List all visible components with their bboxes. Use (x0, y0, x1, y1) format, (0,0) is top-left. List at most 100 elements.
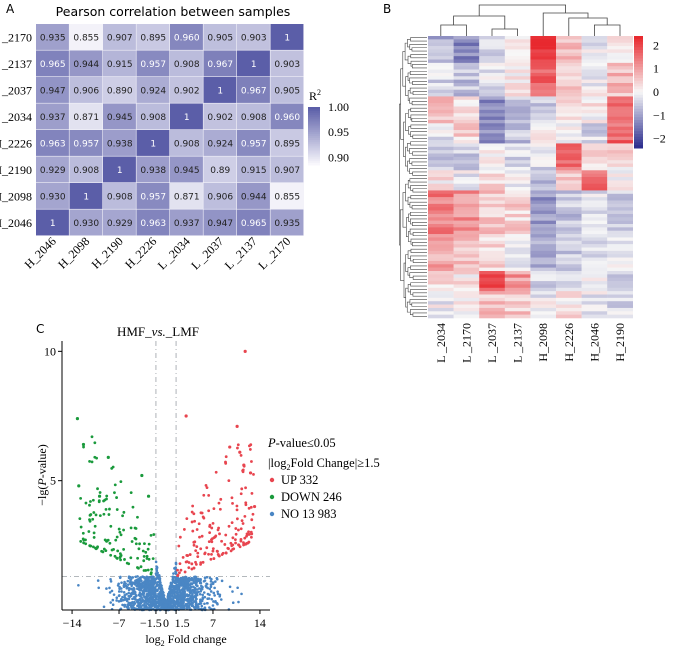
expression-cell (479, 133, 505, 138)
expression-cell (453, 210, 480, 215)
point-down (134, 527, 138, 530)
point-no (201, 596, 205, 599)
point-up (217, 501, 221, 505)
expression-cell (479, 257, 505, 262)
point-no (168, 605, 171, 608)
corr-cell-value: 0.855 (73, 33, 99, 43)
dendrogram-branch (412, 275, 427, 280)
point-down (108, 507, 111, 511)
corr-cell-value: 0.924 (207, 139, 233, 149)
point-down (133, 536, 137, 540)
expression-col-label: H_2190 (613, 323, 627, 362)
expression-cell (479, 52, 505, 57)
point-no (236, 586, 239, 590)
expression-cell (607, 230, 633, 235)
expression-cell (530, 126, 557, 131)
corr-cell (103, 130, 136, 156)
point-up (228, 445, 232, 449)
point-no (127, 591, 131, 595)
point-up (244, 542, 248, 546)
point-no (138, 581, 141, 585)
point-down (78, 517, 82, 520)
point-up (201, 515, 205, 519)
point-no (126, 579, 130, 583)
point-no (191, 604, 195, 608)
point-down (109, 553, 113, 557)
expression-legend-bar (634, 122, 643, 127)
expression-cell (453, 311, 480, 315)
corr-cell (170, 209, 203, 236)
point-no (123, 596, 127, 599)
dendrogram-branch (410, 265, 427, 270)
dendrogram-branch (412, 188, 427, 193)
expression-cell (581, 133, 608, 138)
expression-cell (581, 119, 608, 124)
expression-cell (428, 260, 454, 265)
expression-cell (556, 83, 582, 87)
point-no (148, 575, 151, 579)
point-up (184, 560, 188, 564)
expression-cell (428, 106, 454, 111)
expression-cell (556, 96, 582, 101)
expression-cell (504, 36, 531, 40)
expression-cell (479, 140, 505, 144)
expression-cell (479, 220, 505, 225)
expression-cell (581, 89, 608, 94)
expression-col-label: H_2046 (587, 323, 601, 362)
expression-cell (428, 119, 454, 124)
point-no (112, 593, 116, 596)
corr-legend: R2 1.000.950.90 (308, 88, 349, 166)
point-no (157, 587, 161, 590)
point-up (179, 568, 183, 572)
expression-cell (530, 284, 557, 289)
point-up (247, 506, 251, 510)
expression-cell (581, 99, 608, 104)
corr-cell-value: 0.967 (241, 86, 267, 96)
point-down (136, 556, 140, 560)
corr-legend-bar (308, 155, 320, 158)
expression-legend-tick: −2 (653, 132, 666, 146)
dendrogram-branch (405, 76, 409, 96)
dendrogram-branch (408, 231, 411, 242)
legend-pvalue-threshold: P-value≤0.05 (267, 436, 336, 450)
point-up (191, 529, 195, 533)
dendrogram-link (542, 12, 589, 36)
expression-cell (607, 267, 633, 272)
expression-cell (556, 126, 582, 131)
corr-cell (203, 103, 237, 130)
point-no (137, 583, 141, 587)
expression-cell (581, 210, 608, 215)
expression-cell (530, 180, 557, 185)
expression-cell (530, 59, 557, 64)
expression-cell (479, 143, 505, 148)
expression-cell (479, 136, 505, 141)
corr-cell (36, 130, 69, 156)
point-no (141, 604, 144, 607)
point-down (134, 542, 138, 546)
corr-cell (103, 24, 136, 50)
expression-legend-bar (634, 41, 643, 45)
expression-cell (428, 240, 454, 245)
point-no (105, 587, 108, 590)
point-no (174, 606, 178, 609)
expression-legend-bar (634, 134, 643, 138)
expression-cell (504, 46, 531, 50)
point-down (77, 484, 81, 488)
expression-cell (428, 274, 454, 279)
dendrogram-branch (411, 47, 427, 52)
point-down (119, 555, 122, 558)
point-down (94, 513, 98, 517)
corr-cell-value: 0.947 (207, 219, 233, 229)
corr-legend-title: R2 (309, 88, 321, 103)
expression-cell (479, 264, 505, 268)
point-no (196, 590, 200, 594)
point-no (134, 579, 137, 583)
expression-cell (556, 86, 582, 91)
expression-legend-bar (634, 111, 643, 115)
corr-legend-bar (308, 128, 320, 131)
expression-cell (607, 86, 633, 91)
corr-legend-bar (308, 157, 320, 160)
expression-cell (530, 254, 557, 258)
point-up (244, 501, 248, 505)
point-no (183, 579, 187, 583)
